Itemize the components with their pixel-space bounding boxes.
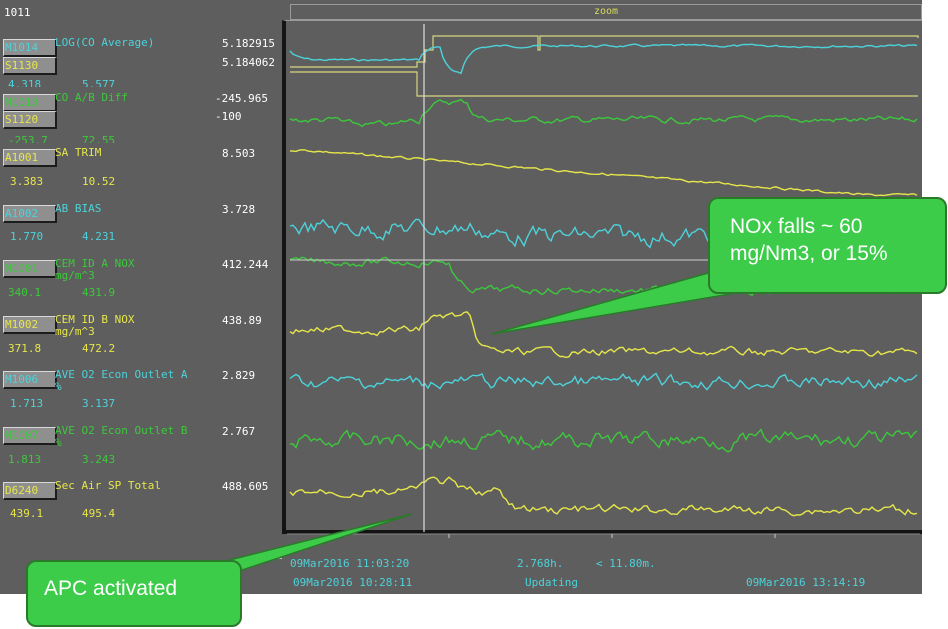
nox-callout: NOx falls ~ 60 mg/Nm3, or 15% — [708, 197, 947, 294]
update-status: Updating — [525, 576, 578, 589]
tag-button-m1002[interactable]: M1002 — [3, 316, 57, 334]
tag-value-m1006: 2.829 — [222, 369, 256, 382]
setpoint-value-s1130: 5.184062 — [222, 56, 275, 69]
start-time: 09Mar2016 10:28:11 — [293, 576, 413, 589]
setpoint-value-s1120: -100 — [215, 110, 242, 123]
range-low-m1006: 1.713 — [10, 397, 44, 410]
range-high-m1007: 3.243 — [82, 453, 116, 466]
trend-log-co-average — [289, 43, 918, 75]
tag-value-m1002: 438.89 — [222, 314, 262, 327]
tag-description-m1007: AVE O2 Econ Outlet B — [55, 424, 188, 437]
range-high-m1013: 72.55 — [82, 135, 116, 143]
tag-description-m1006: AVE O2 Econ Outlet A — [55, 368, 188, 381]
setpoint-step-trace — [290, 35, 919, 68]
end-time: 09Mar2016 13:14:19 — [746, 576, 866, 589]
range-low-a1002: 1.770 — [10, 230, 44, 243]
trend-cem-b-nox — [289, 311, 918, 359]
time-span: 2.768h. — [517, 557, 564, 570]
nox-callout-text: NOx falls ~ 60 mg/Nm3, or 15% — [730, 215, 888, 265]
tag-description-m1001: CEM ID A NOX — [55, 257, 135, 270]
tag-button-m1007[interactable]: M1007 — [3, 427, 57, 445]
trend-sa-trim — [289, 149, 918, 197]
trend-o2-econ-a — [289, 372, 918, 391]
tag-value-m1013: -245.965 — [215, 92, 268, 105]
setpoint-button-s1130[interactable]: S1130 — [3, 57, 57, 75]
tag-description-a1001: SA TRIM — [55, 146, 102, 159]
range-low-d6240: 439.1 — [10, 507, 44, 520]
tag-value-m1007: 2.767 — [222, 425, 256, 438]
tag-button-m1014[interactable]: M1014 — [3, 39, 57, 57]
range-high-m1001: 431.9 — [82, 286, 116, 299]
tag-description-d6240: Sec Air SP Total — [55, 479, 161, 492]
cursor-time: 09Mar2016 11:03:20 — [290, 557, 410, 570]
trend-display-screen: 1011 zoom M1014 LOG(CO Average) 5.182915… — [0, 0, 922, 594]
range-high-d6240: 495.4 — [82, 507, 116, 520]
tag-unit-m1007: % — [55, 436, 62, 449]
tag-button-m1013[interactable]: M1013 — [3, 94, 57, 112]
tag-value-d6240: 488.605 — [222, 480, 269, 493]
setpoint-button-s1120[interactable]: S1120 — [3, 111, 57, 129]
tag-unit-m1006: % — [55, 380, 62, 393]
zoom-label: zoom — [593, 6, 619, 17]
range-high-a1001: 10.52 — [82, 175, 116, 188]
zoom-bar[interactable]: zoom — [290, 4, 922, 20]
tag-description-m1013: CO A/B Diff — [55, 91, 128, 104]
tag-button-d6240[interactable]: D6240 — [3, 482, 57, 500]
trend-o2-econ-b — [289, 428, 918, 453]
range-high-m1002: 472.2 — [82, 342, 116, 355]
apc-callout: APC activated — [26, 560, 242, 627]
tag-description-m1002: CEM ID B NOX — [55, 313, 135, 326]
tag-value-m1001: 412.244 — [222, 258, 269, 271]
time-window[interactable]: < 11.80m. — [596, 557, 656, 570]
tag-value-a1001: 8.503 — [222, 147, 256, 160]
range-low-m1001: 340.1 — [8, 286, 42, 299]
trend-co-ab-diff — [289, 98, 918, 128]
tag-value-m1014: 5.182915 — [222, 37, 275, 50]
range-low-a1001: 3.383 — [10, 175, 44, 188]
tag-description-m1014: LOG(CO Average) — [55, 36, 155, 49]
tag-description-a1002: AB BIAS — [55, 202, 102, 215]
range-low-m1013: -253.7 — [8, 135, 48, 143]
trend-plot-frame[interactable] — [282, 20, 922, 534]
setpoint-step-trace — [290, 71, 918, 97]
tag-button-a1001[interactable]: A1001 — [3, 149, 57, 167]
range-low-m1002: 371.8 — [8, 342, 42, 355]
range-high-m1014: 5.577 — [82, 79, 116, 87]
tag-unit-m1002: mg/m^3 — [55, 325, 95, 338]
range-high-m1006: 3.137 — [82, 397, 116, 410]
tag-button-a1002[interactable]: A1002 — [3, 205, 57, 223]
range-high-a1002: 4.231 — [82, 230, 116, 243]
window-title: 1011 — [4, 6, 31, 19]
tag-value-a1002: 3.728 — [222, 203, 256, 216]
range-low-m1014: 4.318 — [8, 79, 42, 87]
apc-callout-text: APC activated — [44, 577, 178, 600]
tag-button-m1006[interactable]: M1006 — [3, 371, 57, 389]
trend-sec-air-sp — [289, 476, 918, 517]
tag-button-m1001[interactable]: M1001 — [3, 260, 57, 278]
range-low-m1007: 1.813 — [8, 453, 42, 466]
tag-unit-m1001: mg/m^3 — [55, 269, 95, 282]
